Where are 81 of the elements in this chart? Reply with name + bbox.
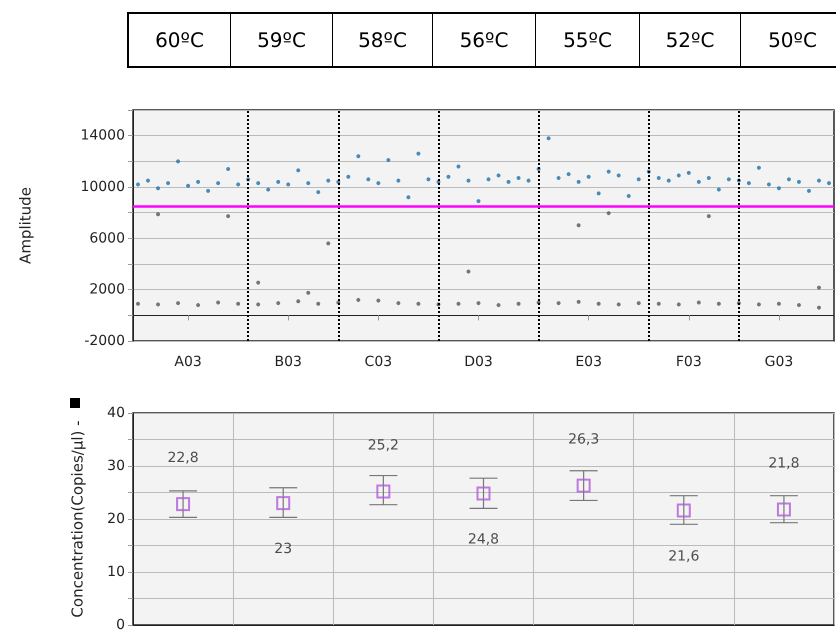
point <box>606 211 611 216</box>
point <box>356 298 360 302</box>
point <box>776 502 791 516</box>
point <box>696 300 701 304</box>
point <box>276 496 290 510</box>
point <box>316 302 320 306</box>
point <box>636 301 641 306</box>
text: 52ºC <box>640 14 741 66</box>
point <box>276 301 280 306</box>
data-label: 26,3 <box>568 432 600 448</box>
point <box>616 302 621 306</box>
point <box>816 306 821 310</box>
y-tick-label: 10000 <box>80 179 125 195</box>
point <box>676 504 691 518</box>
point <box>476 301 480 306</box>
point <box>376 484 390 498</box>
point <box>326 241 330 246</box>
point <box>676 302 681 306</box>
y-tick-label: -2000 <box>84 333 125 349</box>
y-axis-title: Concentration(Copies/µl) - <box>68 420 86 618</box>
point <box>456 302 460 306</box>
point <box>516 302 521 306</box>
point <box>176 301 180 306</box>
point <box>776 302 781 306</box>
point <box>716 302 721 306</box>
x-tick-label: F03 <box>676 354 702 370</box>
text: 56ºC <box>433 14 536 66</box>
text: 59ºC <box>231 14 333 66</box>
y-tick-label: 10 <box>107 564 125 580</box>
point <box>496 303 501 308</box>
y-tick-label: 6000 <box>89 230 125 246</box>
point <box>156 212 160 216</box>
point <box>466 270 470 274</box>
x-tick-label: A03 <box>174 354 202 370</box>
y-axis-title: Amplitude <box>16 187 34 264</box>
point <box>256 302 260 306</box>
data-label: 25,2 <box>368 437 399 454</box>
data-label: 21,8 <box>768 455 800 472</box>
point <box>416 302 420 306</box>
y-tick-label: 14000 <box>80 128 125 144</box>
text: 60ºC <box>129 14 231 66</box>
x-tick-label: B03 <box>274 354 302 370</box>
point <box>706 214 711 218</box>
point <box>756 302 761 306</box>
text: 58ºC <box>333 14 433 66</box>
point <box>216 300 220 304</box>
y-tick-label: 2000 <box>89 282 125 298</box>
point <box>296 299 300 304</box>
text: 55ºC <box>536 14 640 66</box>
point <box>556 301 561 306</box>
point <box>596 302 601 306</box>
y-tick-label: 30 <box>107 458 125 474</box>
x-tick-label: C03 <box>364 354 392 370</box>
data-label: 23 <box>274 541 292 558</box>
point <box>576 300 581 304</box>
x-tick-label: G03 <box>764 354 794 370</box>
point <box>236 302 240 306</box>
point <box>156 302 160 306</box>
data-label: 24,8 <box>468 532 500 548</box>
point <box>576 223 581 228</box>
point <box>576 478 591 493</box>
data-label: 22,8 <box>167 450 199 466</box>
point <box>226 214 230 218</box>
point <box>816 286 821 290</box>
x-tick-label: E03 <box>575 354 602 370</box>
point <box>176 497 190 512</box>
point <box>136 302 140 306</box>
point <box>306 290 310 295</box>
point <box>376 298 380 303</box>
point <box>656 302 661 306</box>
y-tick-label: 20 <box>107 511 125 527</box>
y-tick-label: 40 <box>107 405 125 421</box>
data-label: 21,6 <box>668 548 700 565</box>
point <box>476 486 490 501</box>
point <box>256 280 260 285</box>
point <box>196 303 200 308</box>
text: 50ºC <box>767 27 818 54</box>
y-tick-label: 0 <box>116 617 125 633</box>
x-tick-label: D03 <box>464 354 493 370</box>
point <box>396 301 400 306</box>
point <box>796 303 801 308</box>
